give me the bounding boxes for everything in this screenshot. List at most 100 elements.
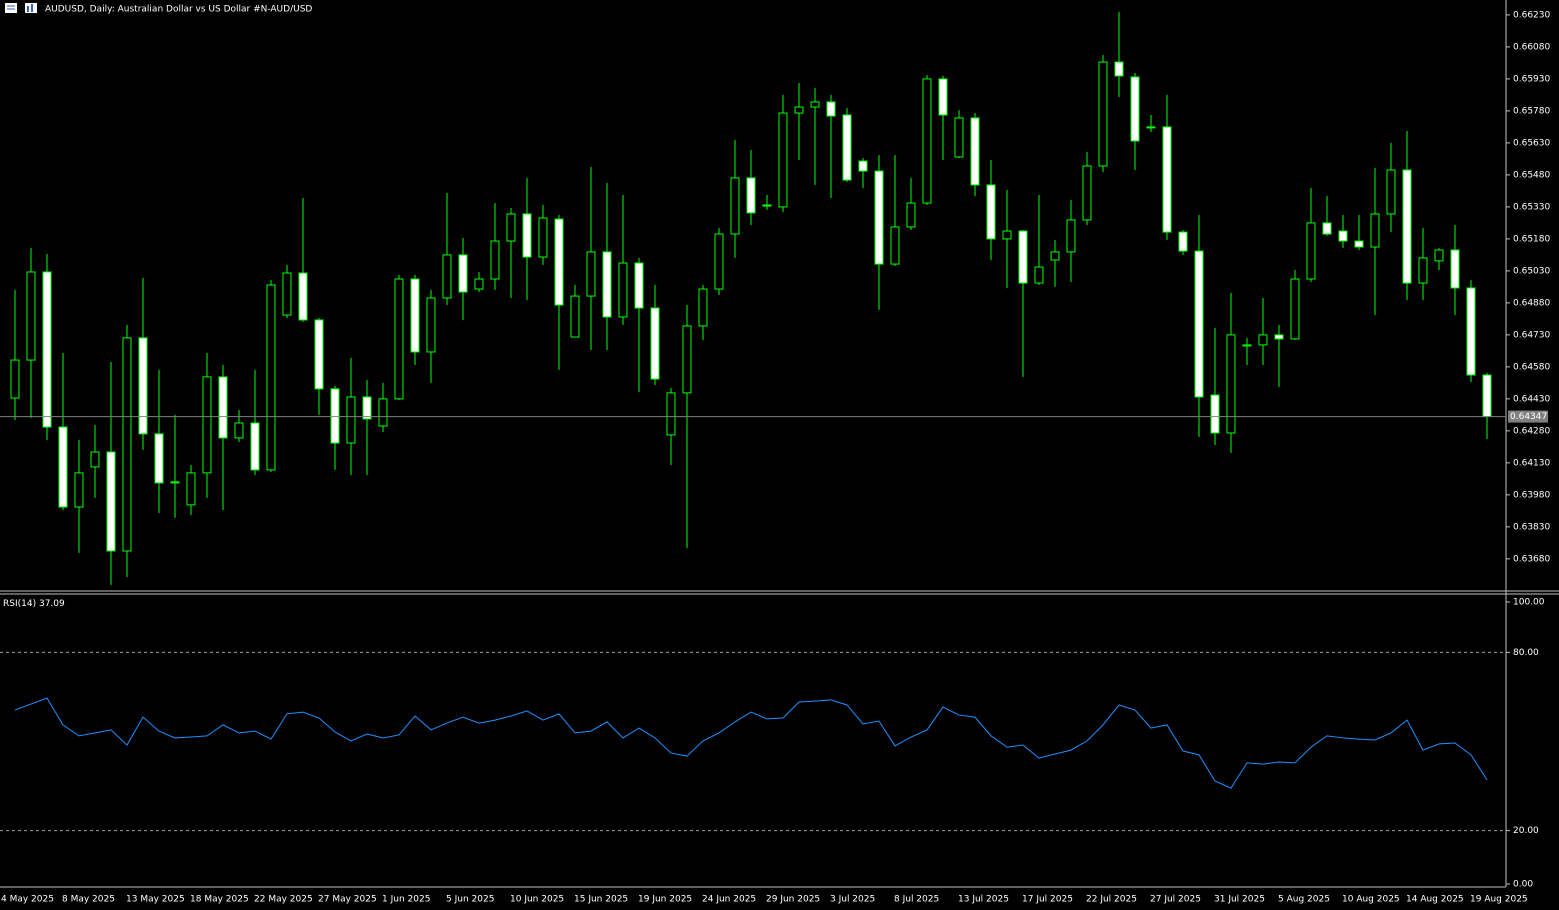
x-tick-label: 31 Jul 2025 (1214, 895, 1265, 905)
candle-body (634, 262, 644, 309)
y-tick-label: 0.64730 (1513, 330, 1550, 340)
candle-body (1354, 240, 1364, 248)
candle-body (650, 307, 660, 380)
candle-body (618, 262, 628, 318)
x-tick-label: 1 Jun 2025 (382, 895, 430, 905)
candle-body (474, 278, 484, 290)
candle-body (586, 251, 596, 297)
current-price-label: 0.64347 (1510, 412, 1547, 422)
candle-body (746, 177, 756, 214)
indicator-title: RSI(14) 37.09 (3, 599, 65, 609)
candle-body (1402, 169, 1412, 284)
candle-body (922, 78, 932, 204)
candle-body (26, 271, 36, 361)
y-tick-label: 0.00 (1513, 880, 1533, 890)
candle-body (330, 388, 340, 444)
candle-body (1482, 374, 1492, 418)
candle-body (1066, 219, 1076, 253)
x-tick-label: 13 Jul 2025 (958, 895, 1009, 905)
y-tick-label: 0.64280 (1513, 426, 1550, 436)
candle-body (666, 392, 676, 436)
candle-body (538, 217, 548, 258)
candle-body (74, 472, 84, 508)
candle-body (378, 398, 388, 427)
x-tick-label: 19 Aug 2025 (1470, 895, 1528, 905)
candle-body (122, 337, 132, 552)
candle-body (1146, 126, 1156, 129)
chart-title: AUDUSD, Daily: Australian Dollar vs US D… (45, 5, 312, 15)
candle-body (250, 422, 260, 471)
candle-body (1018, 230, 1028, 284)
candle-body (1322, 222, 1332, 235)
candle-body (1434, 249, 1444, 262)
candle-body (170, 481, 180, 484)
candle-body (234, 422, 244, 439)
candle-body (1226, 334, 1236, 434)
x-tick-label: 27 May 2025 (318, 895, 377, 905)
candle-body (410, 278, 420, 353)
candle-body (762, 204, 772, 207)
indicator-name: RSI(14) (3, 599, 36, 609)
candle-body (698, 288, 708, 327)
candle-body (90, 451, 100, 468)
candle-body (1098, 61, 1108, 167)
candle-body (186, 472, 196, 506)
candle-body (506, 213, 516, 242)
candle-body (906, 202, 916, 228)
x-tick-label: 5 Aug 2025 (1278, 895, 1330, 905)
candle-body (730, 177, 740, 235)
y-tick-label: 0.65930 (1513, 74, 1550, 84)
candle-body (682, 325, 692, 394)
x-tick-label: 5 Jun 2025 (446, 895, 494, 905)
x-tick-label: 4 May 2025 (1, 895, 54, 905)
icon-list[interactable] (5, 3, 17, 13)
y-tick-label: 0.63830 (1513, 522, 1550, 532)
indicator-value: 37.09 (39, 599, 65, 609)
candle-body (1274, 334, 1284, 340)
x-tick-label: 15 Jun 2025 (574, 895, 628, 905)
candle-body (346, 396, 356, 444)
candle-body (1130, 76, 1140, 142)
candle-body (1002, 230, 1012, 240)
x-tick-label: 17 Jul 2025 (1022, 895, 1073, 905)
y-tick-label: 80.00 (1513, 648, 1539, 658)
candle-body (458, 254, 468, 293)
candle-body (986, 184, 996, 240)
candle-body (602, 251, 612, 318)
candle-body (314, 319, 324, 390)
candle-body (1114, 61, 1124, 77)
candle-body (154, 433, 164, 484)
candle-body (938, 78, 948, 116)
y-tick-label: 0.64430 (1513, 394, 1550, 404)
candle-body (842, 114, 852, 181)
x-tick-label: 22 Jul 2025 (1086, 895, 1137, 905)
candle-body (490, 240, 500, 280)
x-tick-label: 22 May 2025 (254, 895, 313, 905)
candle-body (874, 170, 884, 265)
candle-body (1306, 222, 1316, 280)
y-tick-label: 0.65030 (1513, 266, 1550, 276)
x-tick-label: 13 May 2025 (126, 895, 185, 905)
candle-body (426, 297, 436, 353)
candle-body (394, 278, 404, 400)
x-tick-label: 8 May 2025 (62, 895, 115, 905)
candle-body (954, 117, 964, 158)
y-tick-label: 20.00 (1513, 826, 1539, 836)
candle-body (1050, 251, 1060, 261)
candle-body (442, 254, 452, 299)
candle-body (826, 101, 836, 117)
y-tick-label: 0.64130 (1513, 458, 1550, 468)
x-tick-label: 8 Jul 2025 (894, 895, 939, 905)
candle-body (42, 271, 52, 428)
candle-body (1210, 394, 1220, 434)
candle-body (1162, 126, 1172, 233)
y-tick-label: 0.64880 (1513, 298, 1550, 308)
candle-body (810, 101, 820, 108)
candle-body (1258, 334, 1268, 346)
candle-body (298, 272, 308, 321)
x-tick-label: 24 Jun 2025 (702, 895, 756, 905)
icon-bar (27, 6, 29, 12)
toolbar-icons (5, 3, 37, 13)
y-tick-label: 0.65180 (1513, 234, 1550, 244)
x-tick-label: 27 Jul 2025 (1150, 895, 1201, 905)
